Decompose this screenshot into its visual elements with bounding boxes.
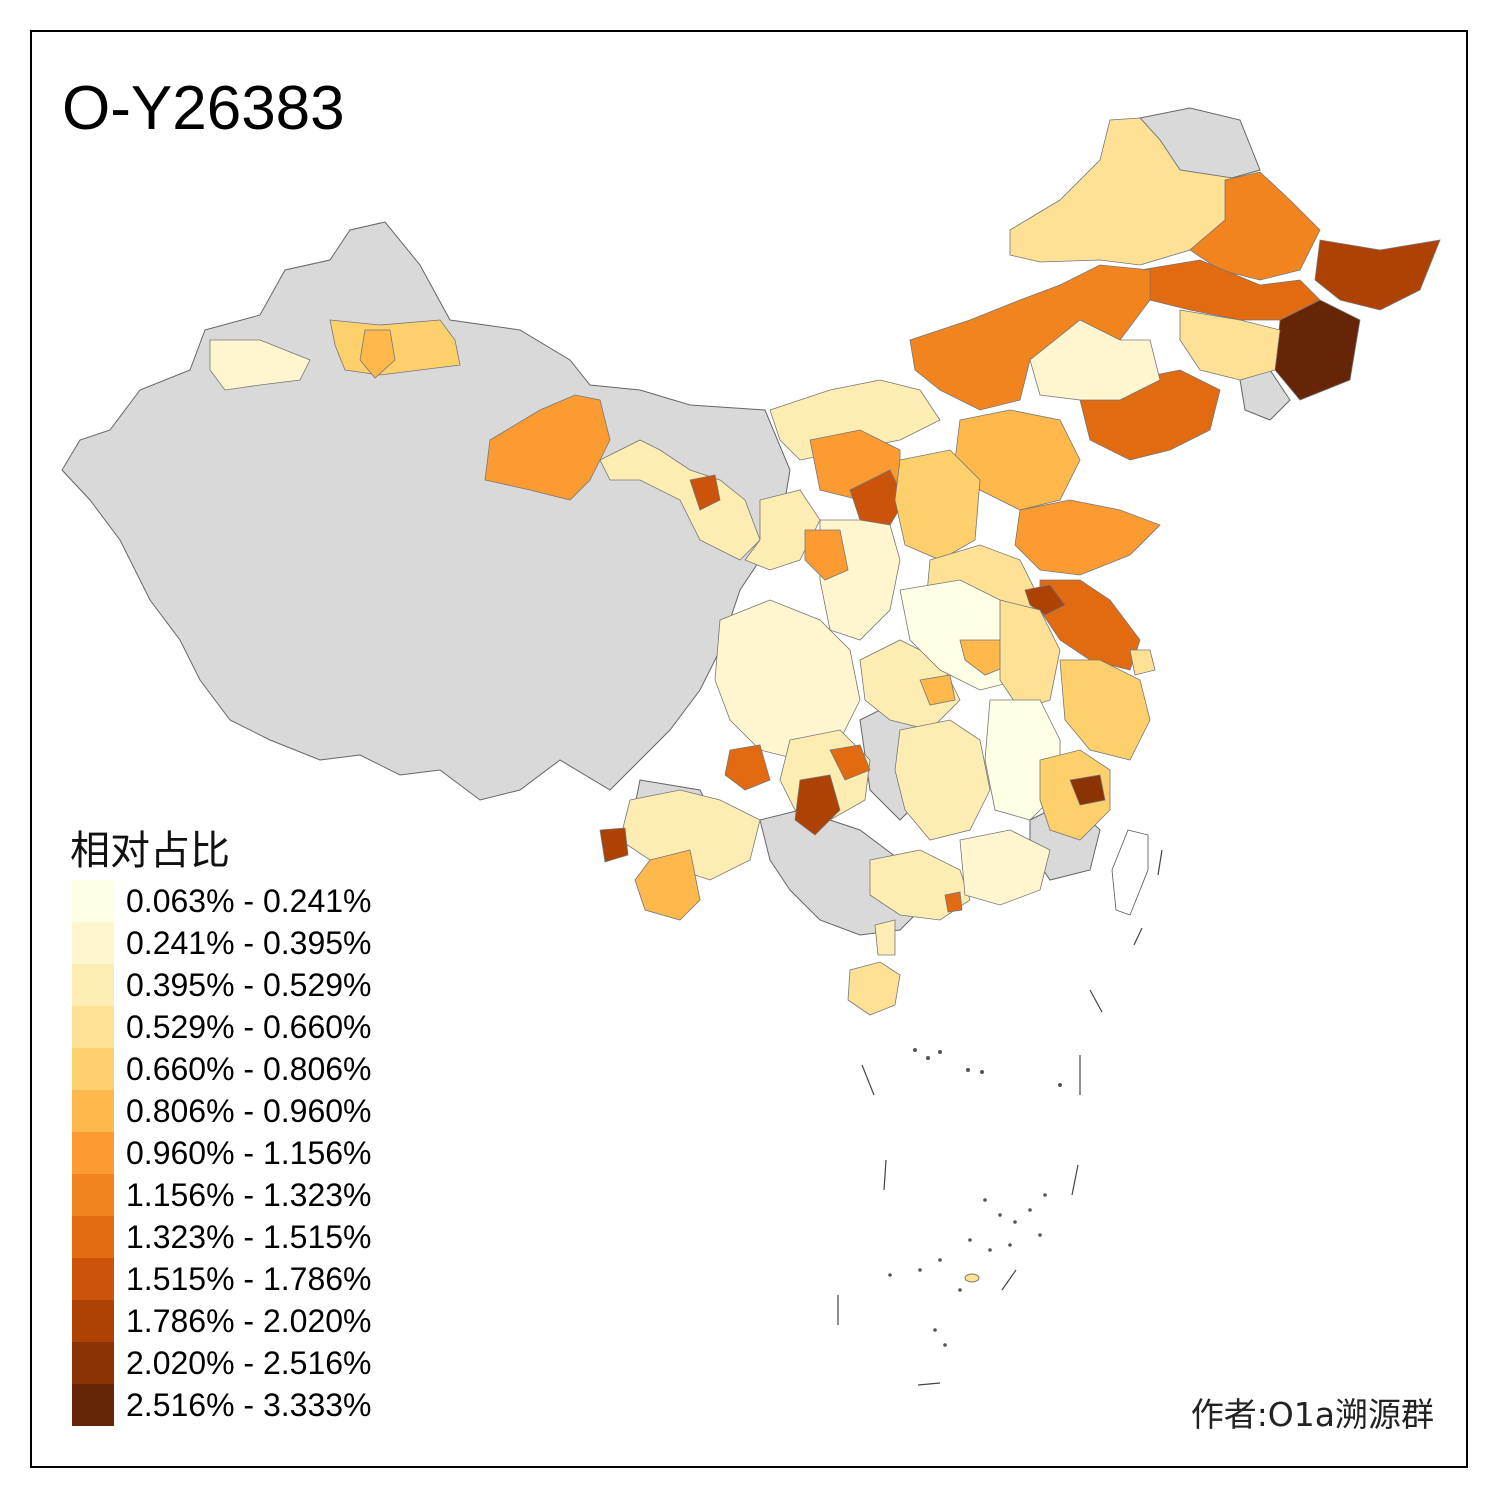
legend-label: 0.529% - 0.660% <box>126 1008 372 1045</box>
legend-swatch <box>72 1006 114 1048</box>
region-inner-mongolia-mid <box>1029 319 1161 401</box>
legend-swatch <box>72 1090 114 1132</box>
legend-row: 1.515% - 1.786% <box>72 1258 372 1300</box>
legend: 0.063% - 0.241% 0.241% - 0.395% 0.395% - 0… <box>72 880 372 1426</box>
legend-label: 1.323% - 1.515% <box>126 1218 372 1255</box>
region-yunnan-west <box>599 827 629 863</box>
legend-row: 1.156% - 1.323% <box>72 1174 372 1216</box>
region-sichuan-south <box>724 744 771 791</box>
region-hunan <box>894 719 991 841</box>
legend-label: 0.395% - 0.529% <box>126 966 372 1003</box>
legend-row: 0.660% - 0.806% <box>72 1048 372 1090</box>
legend-swatch <box>72 1384 114 1426</box>
region-gansu-jiuquan <box>689 474 721 511</box>
legend-row: 1.323% - 1.515% <box>72 1216 372 1258</box>
region-jilin <box>1179 309 1281 381</box>
legend-row: 2.020% - 2.516% <box>72 1342 372 1384</box>
legend-row: 2.516% - 3.333% <box>72 1384 372 1426</box>
region-anhui <box>999 599 1061 711</box>
south-sea-islands <box>837 849 1163 1386</box>
region-hainan <box>847 961 901 1016</box>
legend-label: 1.786% - 2.020% <box>126 1302 372 1339</box>
region-heilongjiang-mid <box>1139 259 1321 321</box>
legend-swatch <box>72 1216 114 1258</box>
region-guizhou-east <box>829 744 871 781</box>
legend-label: 2.516% - 3.333% <box>126 1386 372 1423</box>
region-xuzhou <box>1024 584 1066 616</box>
region-guangdong <box>959 829 1051 906</box>
legend-swatch <box>72 1048 114 1090</box>
legend-row: 0.241% - 0.395% <box>72 922 372 964</box>
legend-swatch <box>72 1258 114 1300</box>
legend-swatch <box>72 964 114 1006</box>
legend-row: 0.960% - 1.156% <box>72 1132 372 1174</box>
legend-row: 0.063% - 0.241% <box>72 880 372 922</box>
region-fujian <box>1039 749 1111 841</box>
legend-row: 0.395% - 0.529% <box>72 964 372 1006</box>
data-regions <box>209 117 1441 1016</box>
region-taiwan <box>1111 829 1149 916</box>
region-heilongjiang-east <box>1189 171 1321 281</box>
legend-row: 0.806% - 0.960% <box>72 1090 372 1132</box>
region-west <box>61 221 791 801</box>
author-credit: 作者:O1a溯源群 <box>1190 1395 1434 1434</box>
region-xinjiang-changji <box>359 329 396 379</box>
legend-swatch <box>72 1342 114 1384</box>
legend-label: 0.960% - 1.156% <box>126 1134 372 1171</box>
region-shaanxi-south <box>804 529 849 581</box>
region-shanghai <box>1129 649 1156 676</box>
legend-swatch <box>72 922 114 964</box>
legend-label: 1.156% - 1.323% <box>126 1176 372 1213</box>
legend-swatch <box>72 1300 114 1342</box>
south-sea-island-filled <box>964 1273 980 1283</box>
region-jiangsu <box>1039 579 1141 671</box>
region-guangdong-west <box>874 919 896 956</box>
legend-label: 0.241% - 0.395% <box>126 924 372 961</box>
legend-row: 1.786% - 2.020% <box>72 1300 372 1342</box>
legend-label: 0.063% - 0.241% <box>126 882 372 919</box>
map-title: O-Y26383 <box>62 74 345 143</box>
region-shandong <box>1014 499 1161 576</box>
legend-title: 相对占比 <box>70 828 230 874</box>
region-yunnan-south <box>634 849 701 921</box>
region-guizhou-zunyi <box>794 774 841 836</box>
region-gansu-east <box>744 489 821 571</box>
legend-label: 0.660% - 0.806% <box>126 1050 372 1087</box>
legend-swatch <box>72 1174 114 1216</box>
region-heilongjiang-far-east <box>1314 239 1441 311</box>
region-hunan-city <box>919 674 956 706</box>
region-guangdong-shenzhen <box>944 891 963 913</box>
legend-label: 1.515% - 1.786% <box>126 1260 372 1297</box>
region-yunnan <box>619 789 761 881</box>
region-zhejiang <box>1059 659 1151 761</box>
legend-label: 2.020% - 2.516% <box>126 1344 372 1381</box>
region-hubei-city <box>959 639 1011 676</box>
region-shanxi <box>894 449 981 561</box>
legend-swatch <box>72 1132 114 1174</box>
region-fujian-fuzhou <box>1069 774 1106 806</box>
south-sea-dots <box>888 1048 1062 1347</box>
legend-label: 0.806% - 0.960% <box>126 1092 372 1129</box>
legend-row: 0.529% - 0.660% <box>72 1006 372 1048</box>
legend-swatch <box>72 880 114 922</box>
region-xinjiang-urumqi <box>329 319 461 376</box>
region-xinjiang-ili <box>209 339 311 391</box>
